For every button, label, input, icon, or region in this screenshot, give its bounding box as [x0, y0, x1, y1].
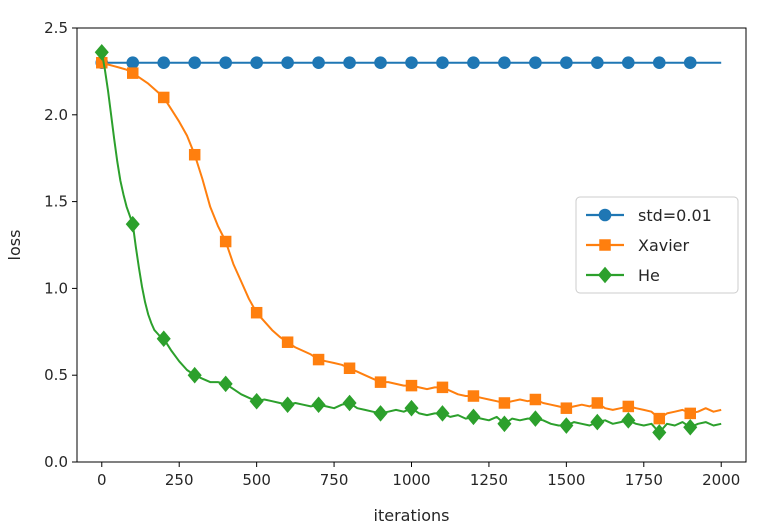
- data-point: [127, 67, 139, 79]
- data-point: [405, 379, 418, 392]
- data-point: [312, 353, 325, 366]
- series-square: [96, 56, 722, 425]
- x-axis-label: iterations: [374, 506, 450, 525]
- y-tick-label: 2.0: [44, 106, 68, 124]
- data-point: [94, 44, 109, 61]
- data-point: [187, 366, 202, 384]
- y-tick-label: 0.0: [44, 453, 68, 471]
- data-point: [281, 336, 294, 348]
- data-point: [250, 56, 263, 70]
- x-tick-label: 1000: [392, 471, 430, 489]
- x-tick-label: 1250: [470, 471, 508, 489]
- data-point: [219, 56, 232, 70]
- legend-box: [575, 196, 739, 294]
- x-tick-label: 2000: [702, 471, 740, 489]
- data-point: [374, 56, 387, 70]
- legend-item: Xavier: [586, 236, 690, 255]
- data-point: [467, 56, 480, 70]
- data-point: [404, 399, 419, 417]
- y-tick-label: 1.5: [44, 193, 68, 211]
- y-tick-label: 1.0: [44, 279, 68, 297]
- data-point: [188, 56, 201, 70]
- x-tick-label: 250: [165, 471, 194, 489]
- data-point: [560, 56, 573, 70]
- legend-item: std=0.01: [586, 206, 712, 225]
- data-point: [529, 56, 542, 70]
- data-point: [621, 412, 636, 429]
- data-point: [466, 408, 481, 426]
- data-point: [218, 375, 233, 393]
- legend-label: He: [638, 266, 660, 285]
- data-point: [591, 397, 604, 409]
- legend-label: Xavier: [638, 236, 690, 255]
- data-point: [311, 396, 326, 413]
- y-tick-label: 0.5: [44, 366, 68, 384]
- data-point: [157, 56, 171, 70]
- data-point: [559, 417, 574, 434]
- data-point: [622, 56, 635, 70]
- data-point: [467, 390, 480, 402]
- data-point: [281, 56, 294, 70]
- legend-marker: [598, 208, 612, 222]
- data-point: [652, 56, 666, 70]
- data-point: [219, 235, 232, 248]
- data-point: [280, 396, 295, 413]
- data-point: [591, 56, 604, 70]
- data-point: [498, 56, 511, 70]
- legend-label: std=0.01: [638, 206, 712, 225]
- data-point: [343, 56, 356, 70]
- series-diamond: [94, 44, 722, 441]
- data-point: [590, 413, 605, 431]
- data-point: [342, 394, 357, 412]
- data-point: [250, 306, 263, 319]
- data-point: [373, 405, 388, 422]
- data-point: [436, 56, 449, 70]
- data-point: [312, 56, 325, 70]
- data-point: [188, 148, 201, 161]
- data-point: [683, 56, 697, 70]
- series-circle: [95, 56, 722, 70]
- x-tick-label: 1750: [625, 471, 663, 489]
- data-point: [405, 56, 418, 70]
- data-point: [497, 415, 512, 433]
- data-point: [560, 402, 573, 414]
- data-point: [622, 400, 635, 413]
- data-point: [528, 410, 543, 427]
- data-point: [652, 424, 667, 441]
- data-point: [374, 376, 387, 388]
- x-tick-label: 500: [242, 471, 271, 489]
- legend: std=0.01 Xavier He: [575, 196, 739, 294]
- x-tick-label: 1500: [547, 471, 585, 489]
- x-tick-label: 750: [320, 471, 349, 489]
- data-point: [156, 330, 171, 348]
- data-point: [157, 91, 170, 104]
- data-point: [529, 393, 542, 406]
- legend-marker: [599, 239, 611, 251]
- data-point: [249, 392, 264, 410]
- y-axis-label: loss: [5, 230, 24, 261]
- data-point: [684, 407, 696, 420]
- data-point: [653, 412, 666, 425]
- data-point: [498, 397, 511, 409]
- legend-marker: [597, 266, 613, 284]
- x-tick-label: 0: [97, 471, 107, 489]
- y-tick-label: 2.5: [44, 19, 68, 37]
- data-point: [435, 405, 450, 422]
- data-point: [683, 419, 698, 436]
- data-point: [126, 56, 140, 70]
- data-point: [436, 381, 449, 394]
- data-point: [125, 215, 140, 233]
- data-point: [343, 362, 356, 375]
- legend-item: He: [586, 266, 660, 285]
